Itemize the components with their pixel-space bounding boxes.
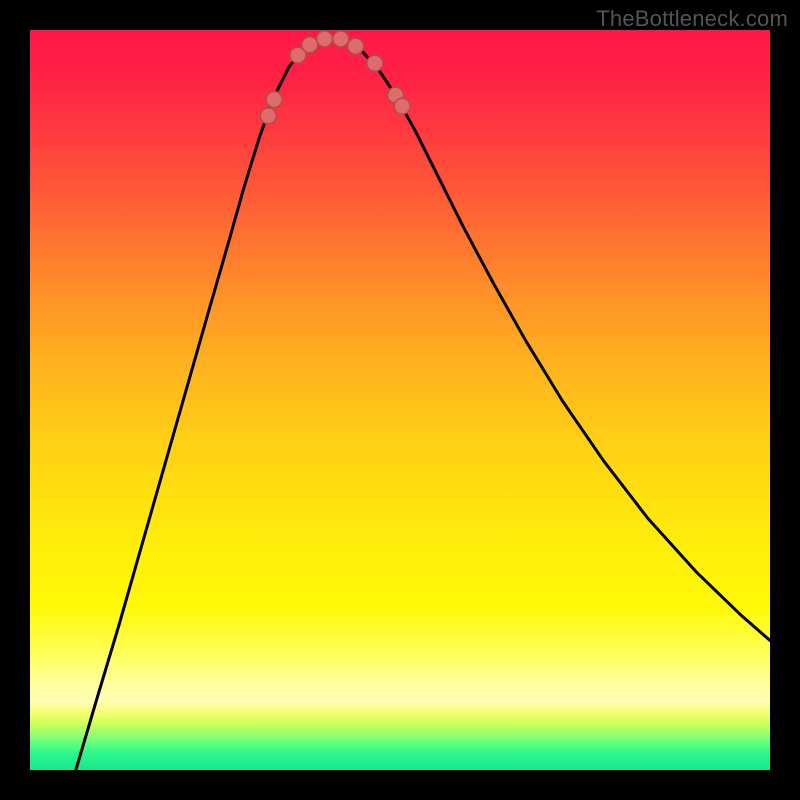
watermark-text: TheBottleneck.com	[596, 6, 788, 32]
data-marker	[317, 31, 333, 47]
chart-container: TheBottleneck.com	[0, 0, 800, 800]
plot-area	[30, 30, 770, 770]
data-marker	[394, 98, 410, 114]
bottleneck-curve	[76, 37, 770, 770]
data-marker	[333, 31, 349, 47]
data-marker	[348, 38, 364, 54]
data-marker	[266, 92, 282, 108]
data-marker	[367, 55, 383, 71]
data-marker	[260, 108, 276, 124]
data-marker	[302, 37, 318, 53]
curve-svg	[30, 30, 770, 770]
